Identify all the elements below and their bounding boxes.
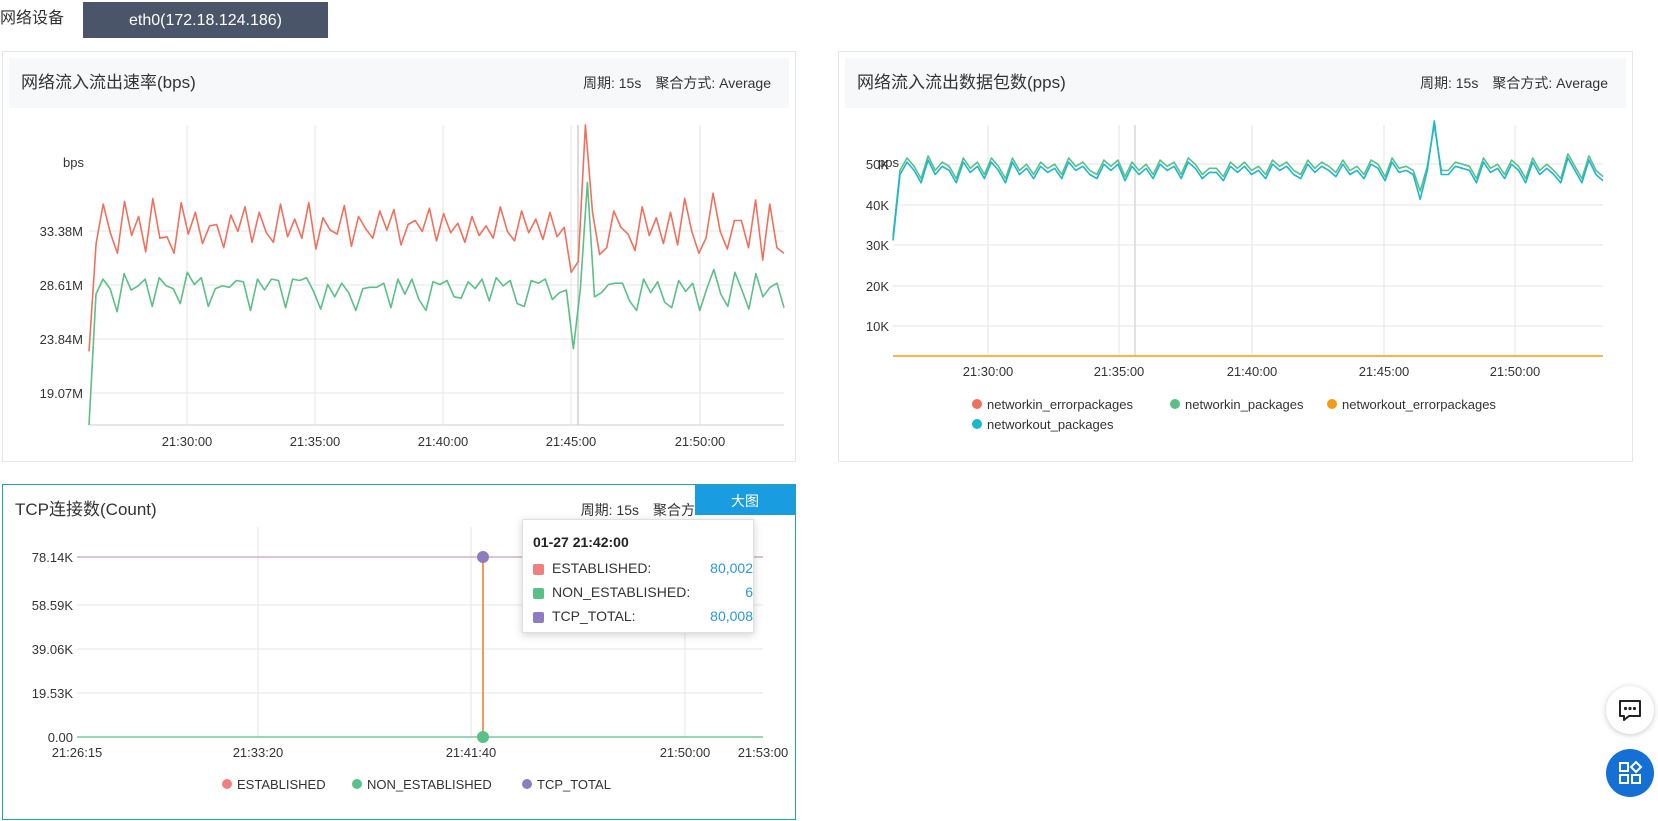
period-text: 周期: 15s xyxy=(582,75,642,91)
x-tick-label: 21:40:00 xyxy=(1227,364,1278,379)
x-tick-label: 21:26:15 xyxy=(52,745,103,760)
series-line-networkin_packages xyxy=(892,124,1604,237)
tooltip-series-value: 80,008 xyxy=(710,608,753,624)
apps-button[interactable] xyxy=(1606,749,1654,797)
y-tick-label: 78.14K xyxy=(32,550,74,565)
panel-header: 网络流入流出速率(bps) 周期: 15s 聚合方式: Average xyxy=(9,58,789,108)
y-tick-label: 20K xyxy=(866,279,889,294)
pps-chart[interactable]: 10K 20K 30K 40K 50K 21:30:00 21:35:00 21:40:00 2… xyxy=(839,52,1634,463)
y-tick-label: 33.38M xyxy=(40,224,83,239)
x-tick-label: 21:50:00 xyxy=(1490,364,1541,379)
y-tick-label: 58.59K xyxy=(32,598,74,613)
top-bar: 网络设备 xyxy=(0,0,76,38)
x-tick-label: 21:50:00 xyxy=(660,745,711,760)
legend-dot xyxy=(972,419,982,429)
y-tick-label: 19.53K xyxy=(32,686,74,701)
legend-label: networkout_packages xyxy=(987,417,1114,432)
tooltip-series-name: ESTABLISHED: xyxy=(552,560,652,576)
tooltip-row-established: ESTABLISHED: 80,002 xyxy=(533,558,753,578)
tooltip-row-tcp-total: TCP_TOTAL: 80,008 xyxy=(533,606,753,626)
panel-header: TCP连接数(Count) 周期: 15s 聚合方 xyxy=(3,485,795,535)
enlarge-chart-button[interactable]: 大图 xyxy=(695,485,795,515)
x-tick-label: 21:45:00 xyxy=(546,434,597,449)
y-axis-unit: pps xyxy=(878,155,899,170)
y-tick-label: 23.84M xyxy=(40,332,83,347)
y-tick-label: 0.00 xyxy=(48,730,73,745)
legend-dot xyxy=(1170,399,1180,409)
tooltip-series-value: 80,002 xyxy=(710,560,753,576)
aggregation-text: 聚合方式: Average xyxy=(1492,75,1608,91)
tooltip-series-name: NON_ESTABLISHED: xyxy=(552,584,691,600)
panel-title: 网络流入流出数据包数(pps) xyxy=(857,73,1066,92)
period-text: 周期: 15s xyxy=(580,502,639,518)
hover-point-total xyxy=(477,551,489,563)
legend-label: NON_ESTABLISHED xyxy=(367,777,492,792)
pps-chart-panel: 网络流入流出数据包数(pps) 周期: 15s 聚合方式: Average 10K… xyxy=(838,51,1633,462)
tcp-chart[interactable]: 0.00 19.53K 39.06K 58.59K 78.14K 21:26:15 21:3… xyxy=(3,485,797,821)
bps-chart[interactable]: 19.07M 23.84M 28.61M 33.38M 21:30:00 21:35:00… xyxy=(3,52,797,463)
legend-dot xyxy=(222,779,232,789)
device-label: 网络设备 xyxy=(0,10,65,27)
y-tick-label: 10K xyxy=(866,319,889,334)
device-select-button[interactable]: eth0(172.18.124.186) xyxy=(83,2,328,38)
tooltip-series-name: TCP_TOTAL: xyxy=(552,608,636,624)
y-tick-label: 50K xyxy=(866,157,889,172)
series-line-networkin_rate xyxy=(88,124,785,352)
legend-dot xyxy=(1327,399,1337,409)
tooltip-series-value: 6 xyxy=(745,584,753,600)
x-tick-label: 21:50:00 xyxy=(675,434,726,449)
panel-header: 网络流入流出数据包数(pps) 周期: 15s 聚合方式: Average xyxy=(845,58,1626,108)
y-tick-label: 28.61M xyxy=(40,278,83,293)
y-tick-label: 19.07M xyxy=(40,386,83,401)
panel-meta: 周期: 15s 聚合方式: Average xyxy=(583,58,771,108)
x-tick-label: 21:30:00 xyxy=(162,434,213,449)
x-tick-label: 21:53:00 xyxy=(738,745,789,760)
y-axis-unit: bps xyxy=(63,155,84,170)
aggregation-text: 聚合方 xyxy=(653,502,695,518)
y-tick-label: 40K xyxy=(866,198,889,213)
legend-swatch xyxy=(533,611,544,623)
panel-title: 网络流入流出速率(bps) xyxy=(21,73,196,92)
y-tick-label: 30K xyxy=(866,238,889,253)
aggregation-text: 聚合方式: Average xyxy=(655,75,771,91)
legend-label: ESTABLISHED xyxy=(237,777,326,792)
period-text: 周期: 15s xyxy=(1419,75,1479,91)
apps-icon xyxy=(1619,760,1643,784)
legend-label: TCP_TOTAL xyxy=(537,777,611,792)
panel-meta: 周期: 15s 聚合方式: Average xyxy=(1420,58,1608,108)
legend-label: networkin_errorpackages xyxy=(987,397,1133,412)
series-line-networkout_packages xyxy=(892,120,1604,241)
legend-swatch xyxy=(533,587,544,599)
legend-label: networkout_errorpackages xyxy=(1342,397,1496,412)
legend-swatch xyxy=(533,563,544,575)
x-tick-label: 21:33:20 xyxy=(233,745,284,760)
chart-tooltip: 01-27 21:42:00 ESTABLISHED: 80,002 NON_E… xyxy=(522,519,754,633)
chat-button[interactable] xyxy=(1606,686,1654,734)
x-tick-label: 21:35:00 xyxy=(1094,364,1145,379)
legend-dot xyxy=(972,399,982,409)
legend-dot xyxy=(352,779,362,789)
legend-label: networkin_packages xyxy=(1185,397,1304,412)
legend-dot xyxy=(522,779,532,789)
y-tick-label: 39.06K xyxy=(32,642,74,657)
series-line-networkout_rate xyxy=(88,181,785,426)
x-tick-label: 21:35:00 xyxy=(290,434,341,449)
tooltip-time: 01-27 21:42:00 xyxy=(533,534,629,550)
x-tick-label: 21:41:40 xyxy=(446,745,497,760)
chat-icon xyxy=(1619,700,1641,721)
bps-chart-panel: 网络流入流出速率(bps) 周期: 15s 聚合方式: Average 19.07… xyxy=(2,51,796,462)
hover-point-non-established xyxy=(477,731,489,743)
tooltip-row-non-established: NON_ESTABLISHED: 6 xyxy=(533,582,753,602)
x-tick-label: 21:40:00 xyxy=(418,434,469,449)
panel-title: TCP连接数(Count) xyxy=(15,500,157,519)
x-tick-label: 21:30:00 xyxy=(963,364,1014,379)
panel-meta: 周期: 15s 聚合方 xyxy=(581,485,695,535)
x-tick-label: 21:45:00 xyxy=(1359,364,1410,379)
